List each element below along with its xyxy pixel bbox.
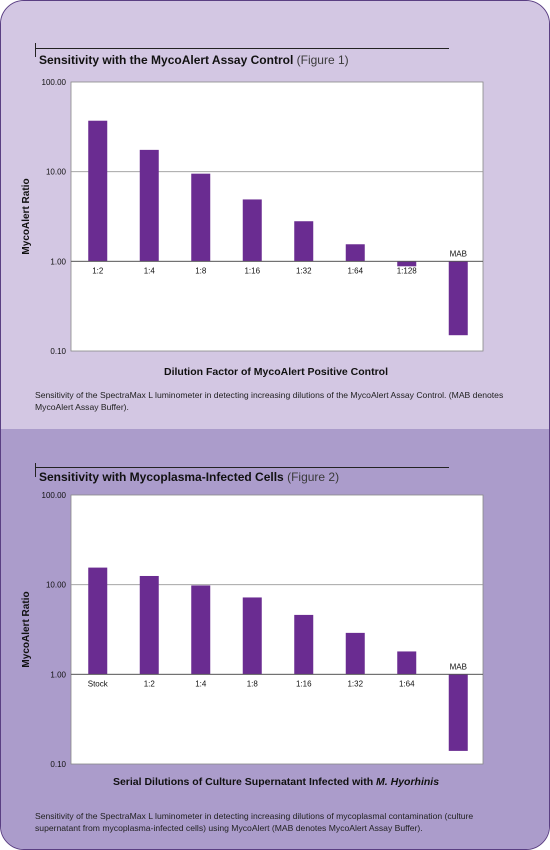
figure-2-chart: 100.00 10.00 1.00 0.10 MycoAlert Ratio Stock 1… bbox=[21, 491, 484, 769]
bar bbox=[139, 149, 159, 262]
figure-2-panel: Sensitivity with Mycoplasma-Infected Cel… bbox=[1, 429, 549, 849]
figure-2-title-text: Sensitivity with Mycoplasma-Infected Cel… bbox=[39, 470, 284, 484]
y-tick-label: 100.00 bbox=[42, 78, 67, 87]
plot-area bbox=[70, 494, 484, 765]
x-category-label: MAB bbox=[450, 249, 467, 258]
figure-2-caption: Sensitivity of the SpectraMax L luminome… bbox=[35, 811, 474, 833]
x-category-label: Stock bbox=[88, 679, 109, 688]
bar bbox=[242, 597, 262, 675]
figure-1-title-text: Sensitivity with the MycoAlert Assay Con… bbox=[39, 53, 294, 67]
bar bbox=[448, 674, 468, 751]
x-category-label: 1:8 bbox=[247, 679, 259, 688]
bar bbox=[345, 632, 365, 675]
x-category-label: 1:4 bbox=[195, 679, 207, 688]
bar bbox=[191, 173, 211, 262]
bar bbox=[294, 221, 314, 262]
y-tick-label: 0.10 bbox=[50, 347, 66, 356]
x-category-label: 1:128 bbox=[397, 266, 418, 275]
figure-1-ref: (Figure 1) bbox=[296, 53, 349, 67]
figure-2-x-axis-title-species: M. Hyorhinis bbox=[376, 776, 440, 788]
y-tick-label: 0.10 bbox=[50, 760, 66, 769]
title-rule bbox=[35, 463, 36, 477]
bar bbox=[448, 261, 468, 336]
title-rule bbox=[35, 43, 36, 57]
title-rule bbox=[35, 467, 449, 468]
x-category-label: 1:32 bbox=[347, 679, 363, 688]
x-category-label: 1:2 bbox=[92, 266, 104, 275]
figure-1-title: Sensitivity with the MycoAlert Assay Con… bbox=[39, 53, 349, 67]
bar bbox=[88, 567, 108, 675]
bar bbox=[242, 199, 262, 262]
figure-2-x-axis-title: Serial Dilutions of Culture Supernatant … bbox=[1, 776, 549, 788]
y-tick-label: 1.00 bbox=[50, 670, 66, 679]
title-rule bbox=[35, 48, 449, 49]
x-category-label: 1:16 bbox=[244, 266, 260, 275]
figure-1-chart: 100.00 10.00 1.00 0.10 MycoAlert Ratio 1:2 1:4… bbox=[21, 78, 484, 356]
y-tick-label: 10.00 bbox=[46, 168, 67, 177]
bar bbox=[345, 244, 365, 262]
x-category-label: 1:32 bbox=[296, 266, 312, 275]
figure-1-x-axis-title: Dilution Factor of MycoAlert Positive Co… bbox=[163, 366, 388, 378]
figure-1-caption: Sensitivity of the SpectraMax L luminome… bbox=[35, 390, 504, 412]
figure-2-title: Sensitivity with Mycoplasma-Infected Cel… bbox=[39, 470, 339, 484]
x-category-label: 1:8 bbox=[195, 266, 207, 275]
y-axis-label: MycoAlert Ratio bbox=[21, 591, 32, 667]
y-tick-label: 100.00 bbox=[42, 491, 67, 500]
x-category-label: 1:2 bbox=[144, 679, 156, 688]
y-tick-label: 1.00 bbox=[50, 257, 66, 266]
bar bbox=[191, 585, 211, 675]
x-category-label: 1:64 bbox=[347, 266, 363, 275]
y-axis-label: MycoAlert Ratio bbox=[21, 178, 32, 254]
bar bbox=[88, 120, 108, 262]
bar bbox=[139, 575, 159, 675]
x-category-label: 1:4 bbox=[144, 266, 156, 275]
figure-1-panel: Sensitivity with the MycoAlert Assay Con… bbox=[1, 1, 549, 429]
bar bbox=[397, 261, 417, 267]
x-category-label: MAB bbox=[450, 662, 467, 671]
y-tick-label: 10.00 bbox=[46, 581, 67, 590]
x-category-label: 1:16 bbox=[296, 679, 312, 688]
bar bbox=[294, 614, 314, 675]
x-category-label: 1:64 bbox=[399, 679, 415, 688]
figure-2-ref: (Figure 2) bbox=[287, 470, 340, 484]
plot-area bbox=[70, 81, 484, 352]
figure-2-x-axis-title-text: Serial Dilutions of Culture Supernatant … bbox=[112, 776, 377, 788]
bar bbox=[397, 651, 417, 675]
